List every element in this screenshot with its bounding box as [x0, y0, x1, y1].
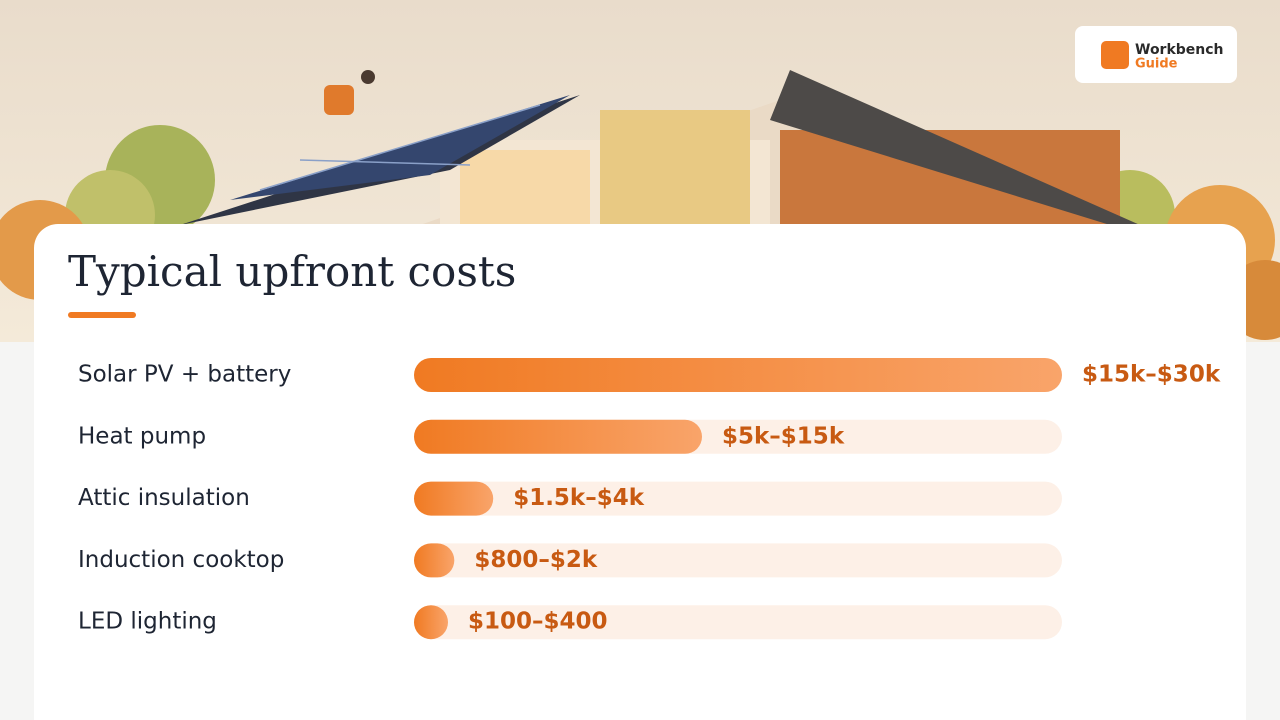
bar — [414, 419, 702, 454]
card — [34, 224, 1246, 720]
title-underline — [68, 312, 136, 318]
value-label: $15k–$30k — [1082, 362, 1221, 388]
bar — [414, 358, 1062, 392]
bar-track — [414, 605, 1062, 640]
category-label: Heat pump — [78, 423, 206, 449]
value-label: $800–$2k — [474, 547, 598, 573]
logo-line2: Guide — [1135, 57, 1178, 72]
logo[interactable]: Workbench Guide — [1075, 26, 1237, 83]
logo-line1: Workbench — [1135, 42, 1224, 58]
value-label: $100–$400 — [468, 609, 608, 635]
category-label: LED lighting — [78, 609, 217, 635]
category-label: Attic insulation — [78, 485, 250, 511]
value-label: $5k–$15k — [722, 423, 845, 449]
chart-title: Typical upfront costs — [68, 247, 516, 296]
category-label: Induction cooktop — [78, 547, 284, 573]
bar-track — [414, 543, 1062, 578]
bar — [414, 481, 494, 516]
bar — [414, 543, 455, 578]
bar — [414, 605, 448, 640]
value-label: $1.5k–$4k — [513, 485, 645, 511]
category-label: Solar PV + battery — [78, 362, 291, 388]
bar-track — [414, 481, 1062, 516]
